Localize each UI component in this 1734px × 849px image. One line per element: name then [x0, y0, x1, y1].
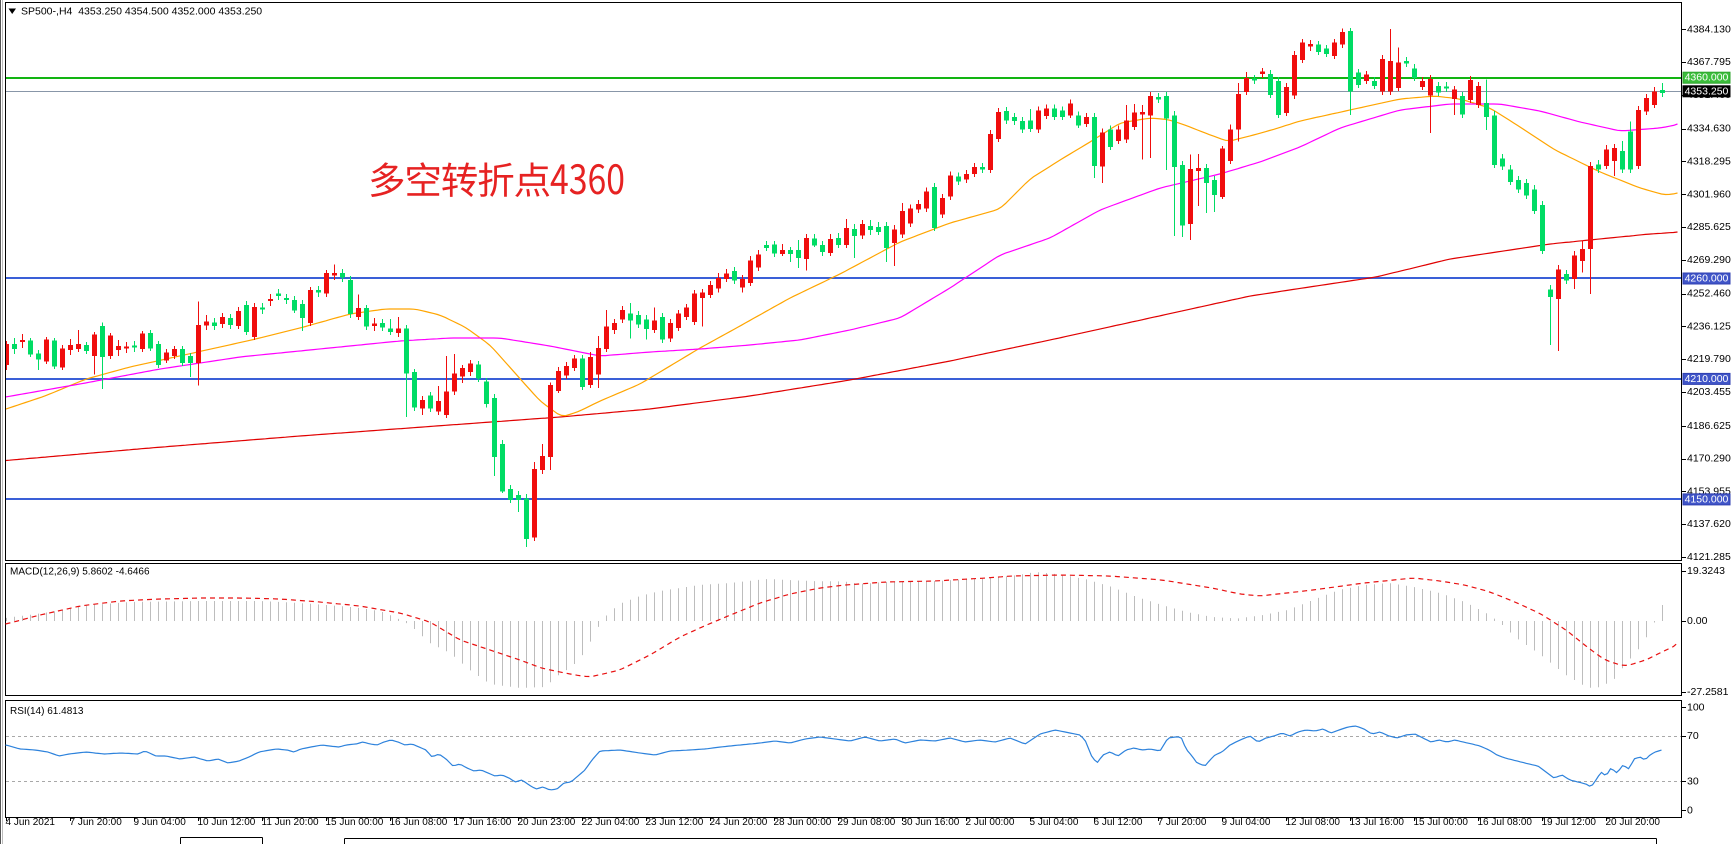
svg-text:30 Jun 16:00: 30 Jun 16:00: [902, 817, 960, 828]
svg-text:4 Jun 2021: 4 Jun 2021: [6, 817, 56, 828]
svg-text:4121.285: 4121.285: [1687, 551, 1731, 563]
svg-text:17 Jun 16:00: 17 Jun 16:00: [454, 817, 512, 828]
svg-text:4260.000: 4260.000: [1685, 273, 1729, 285]
svg-text:4334.630: 4334.630: [1687, 123, 1731, 135]
svg-text:4186.625: 4186.625: [1687, 420, 1731, 432]
svg-text:4252.460: 4252.460: [1687, 288, 1731, 300]
svg-text:7 Jun 20:00: 7 Jun 20:00: [70, 817, 123, 828]
svg-text:4170.290: 4170.290: [1687, 453, 1731, 465]
svg-text:70: 70: [1687, 730, 1699, 742]
svg-text:11 Jun 20:00: 11 Jun 20:00: [262, 817, 320, 828]
svg-text:0.00: 0.00: [1687, 615, 1708, 627]
svg-text:22 Jun 04:00: 22 Jun 04:00: [582, 817, 640, 828]
svg-text:20 Jul 20:00: 20 Jul 20:00: [1606, 817, 1661, 828]
svg-text:RSI(14) 61.4813: RSI(14) 61.4813: [10, 706, 84, 717]
svg-text:24 Jun 20:00: 24 Jun 20:00: [710, 817, 768, 828]
svg-text:4150.000: 4150.000: [1685, 493, 1729, 505]
svg-text:4301.960: 4301.960: [1687, 188, 1731, 200]
svg-text:15 Jul 00:00: 15 Jul 00:00: [1414, 817, 1469, 828]
svg-text:-27.2581: -27.2581: [1687, 686, 1729, 698]
svg-text:6 Jul 12:00: 6 Jul 12:00: [1094, 817, 1143, 828]
svg-text:4219.790: 4219.790: [1687, 353, 1731, 365]
svg-text:4210.000: 4210.000: [1685, 373, 1729, 385]
svg-text:4360.000: 4360.000: [1685, 72, 1729, 84]
svg-text:16 Jun 08:00: 16 Jun 08:00: [390, 817, 448, 828]
svg-text:12 Jul 08:00: 12 Jul 08:00: [1286, 817, 1341, 828]
svg-text:4384.130: 4384.130: [1687, 23, 1731, 35]
svg-text:15 Jun 00:00: 15 Jun 00:00: [326, 817, 384, 828]
svg-text:0: 0: [1687, 805, 1693, 817]
svg-text:19 Jul 12:00: 19 Jul 12:00: [1542, 817, 1597, 828]
svg-text:16 Jul 08:00: 16 Jul 08:00: [1478, 817, 1533, 828]
svg-text:20 Jun 23:00: 20 Jun 23:00: [518, 817, 576, 828]
svg-text:4367.795: 4367.795: [1687, 56, 1731, 68]
svg-text:100: 100: [1687, 702, 1705, 714]
svg-text:9 Jul 04:00: 9 Jul 04:00: [1222, 817, 1271, 828]
svg-text:4269.290: 4269.290: [1687, 254, 1731, 266]
svg-text:2 Jul 00:00: 2 Jul 00:00: [966, 817, 1015, 828]
svg-text:MACD(12,26,9) 5.8602 -4.6466: MACD(12,26,9) 5.8602 -4.6466: [10, 567, 150, 578]
svg-text:29 Jun 08:00: 29 Jun 08:00: [838, 817, 896, 828]
svg-text:4236.125: 4236.125: [1687, 320, 1731, 332]
svg-text:7 Jul 20:00: 7 Jul 20:00: [1158, 817, 1207, 828]
svg-text:23 Jun 12:00: 23 Jun 12:00: [646, 817, 704, 828]
svg-text:5 Jul 04:00: 5 Jul 04:00: [1030, 817, 1079, 828]
svg-text:4203.455: 4203.455: [1687, 386, 1731, 398]
svg-text:19.3243: 19.3243: [1687, 565, 1725, 577]
svg-text:4318.295: 4318.295: [1687, 156, 1731, 168]
svg-text:28 Jun 00:00: 28 Jun 00:00: [774, 817, 832, 828]
svg-text:30: 30: [1687, 776, 1699, 788]
svg-text:9 Jun 04:00: 9 Jun 04:00: [134, 817, 187, 828]
svg-text:4353.250: 4353.250: [1685, 85, 1729, 97]
svg-text:SP500-,H4 4353.250 4354.500 4: SP500-,H4 4353.250 4354.500 4352.000 435…: [21, 6, 262, 18]
svg-text:4285.625: 4285.625: [1687, 221, 1731, 233]
svg-text:10 Jun 12:00: 10 Jun 12:00: [198, 817, 256, 828]
svg-text:13 Jul 16:00: 13 Jul 16:00: [1350, 817, 1405, 828]
svg-text:4137.620: 4137.620: [1687, 518, 1731, 530]
